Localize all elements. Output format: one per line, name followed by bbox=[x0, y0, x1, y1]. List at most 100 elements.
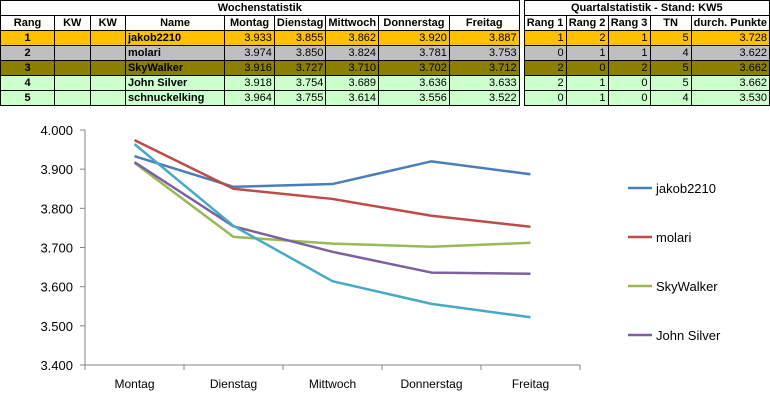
header-kw-2: KW bbox=[89, 15, 126, 31]
header-donnerstag: Donnerstag bbox=[378, 15, 450, 31]
y-tick-label: 4.000 bbox=[40, 123, 73, 138]
x-tick-label: Montag bbox=[114, 377, 154, 391]
cell-rang-1: 0 bbox=[523, 90, 567, 106]
cell-rang-3: 1 bbox=[607, 45, 651, 61]
cell-donnerstag: 3.702 bbox=[378, 60, 450, 76]
y-tick-label: 3.400 bbox=[40, 358, 73, 373]
table-row: 2 molari 3.974 3.850 3.824 3.781 3.753 0… bbox=[0, 45, 770, 61]
header-rang-1: Rang 1 bbox=[523, 15, 567, 31]
cell-donnerstag: 3.556 bbox=[378, 90, 450, 106]
header-rang-3: Rang 3 bbox=[607, 15, 651, 31]
cell-rang-3: 0 bbox=[607, 90, 651, 106]
legend-label: John Silver bbox=[656, 328, 721, 343]
y-tick-label: 3.500 bbox=[40, 319, 73, 334]
x-tick-label: Mittwoch bbox=[309, 377, 356, 391]
y-tick-label: 3.900 bbox=[40, 162, 73, 177]
cell-rang-1: 1 bbox=[523, 30, 567, 46]
legend-label: molari bbox=[656, 230, 692, 245]
cell-tn: 5 bbox=[649, 60, 692, 76]
cell-kw bbox=[54, 60, 91, 76]
cell-rang: 1 bbox=[0, 30, 56, 46]
cell-rang-1: 0 bbox=[523, 45, 567, 61]
cell-tn: 5 bbox=[649, 75, 692, 91]
cell-kw bbox=[89, 60, 126, 76]
cell-dienstag: 3.855 bbox=[273, 30, 327, 46]
cell-tn: 5 bbox=[649, 30, 692, 46]
cell-name: jakob2210 bbox=[124, 30, 226, 46]
cell-donnerstag: 3.636 bbox=[378, 75, 450, 91]
cell-mittwoch: 3.710 bbox=[325, 60, 380, 76]
cell-rang: 5 bbox=[0, 90, 56, 106]
cell-durch-punkte: 3.662 bbox=[690, 60, 770, 76]
cell-montag: 3.974 bbox=[224, 45, 275, 61]
cell-name: molari bbox=[124, 45, 226, 61]
table-row: 5 schnuckelking 3.964 3.755 3.614 3.556 … bbox=[0, 90, 770, 106]
series-line bbox=[133, 161, 531, 248]
cell-rang-3: 1 bbox=[607, 30, 651, 46]
cell-kw bbox=[89, 75, 126, 91]
header-rang: Rang bbox=[0, 15, 56, 31]
cell-kw bbox=[54, 75, 91, 91]
x-tick-label: Dienstag bbox=[210, 377, 257, 391]
cell-name: SkyWalker bbox=[124, 60, 226, 76]
cell-kw bbox=[54, 30, 91, 46]
cell-rang: 4 bbox=[0, 75, 56, 91]
cell-rang-1: 2 bbox=[523, 75, 567, 91]
y-tick-label: 3.600 bbox=[40, 280, 73, 295]
header-rang-2: Rang 2 bbox=[565, 15, 609, 31]
cell-durch-punkte: 3.728 bbox=[690, 30, 770, 46]
cell-rang-3: 2 bbox=[607, 60, 651, 76]
cell-freitag: 3.522 bbox=[448, 90, 520, 106]
cell-dienstag: 3.850 bbox=[273, 45, 327, 61]
series-line bbox=[133, 161, 531, 275]
header-durch-punkte: durch. Punkte bbox=[690, 15, 770, 31]
series-line bbox=[133, 139, 531, 228]
series-line bbox=[134, 155, 531, 189]
cell-rang-2: 0 bbox=[565, 60, 609, 76]
cell-kw bbox=[89, 45, 126, 61]
cell-kw bbox=[89, 30, 126, 46]
cell-montag: 3.933 bbox=[224, 30, 275, 46]
legend-label: SkyWalker bbox=[656, 279, 718, 294]
cell-rang-2: 1 bbox=[565, 45, 609, 61]
header-name: Name bbox=[124, 15, 226, 31]
cell-montag: 3.916 bbox=[224, 60, 275, 76]
x-tick-label: Freitag bbox=[512, 377, 549, 391]
cell-tn: 4 bbox=[649, 90, 692, 106]
cell-freitag: 3.712 bbox=[448, 60, 520, 76]
cell-durch-punkte: 3.622 bbox=[690, 45, 770, 61]
cell-rang-2: 2 bbox=[565, 30, 609, 46]
header-dienstag: Dienstag bbox=[273, 15, 327, 31]
statistics-table: Wochenstatistik Quartalstatistik - Stand… bbox=[0, 0, 770, 109]
line-chart: 3.400 3.500 3.600 3.700 3.800 3.900 4.000 Monta… bbox=[40, 123, 721, 391]
x-tick-label: Donnerstag bbox=[400, 377, 462, 391]
cell-mittwoch: 3.862 bbox=[325, 30, 380, 46]
cell-rang-3: 0 bbox=[607, 75, 651, 91]
cell-mittwoch: 3.689 bbox=[325, 75, 380, 91]
table-row: 1 jakob2210 3.933 3.855 3.862 3.920 3.88… bbox=[0, 30, 770, 46]
header-montag: Montag bbox=[224, 15, 275, 31]
y-tick-label: 3.700 bbox=[40, 241, 73, 256]
cell-name: schnuckelking bbox=[124, 90, 226, 106]
cell-durch-punkte: 3.530 bbox=[690, 90, 770, 106]
cell-kw bbox=[54, 45, 91, 61]
table-row: 3 SkyWalker 3.916 3.727 3.710 3.702 3.71… bbox=[0, 60, 770, 76]
cell-rang: 2 bbox=[0, 45, 56, 61]
y-tick-label: 3.800 bbox=[40, 201, 73, 216]
header-tn: TN bbox=[649, 15, 692, 31]
cell-tn: 4 bbox=[649, 45, 692, 61]
cell-rang-1: 2 bbox=[523, 60, 567, 76]
cell-rang-2: 1 bbox=[565, 75, 609, 91]
header-freitag: Freitag bbox=[448, 15, 520, 31]
header-mittwoch: Mittwoch bbox=[325, 15, 380, 31]
cell-freitag: 3.633 bbox=[448, 75, 520, 91]
quarterly-title: Quartalstatistik - Stand: KW5 bbox=[523, 0, 770, 16]
cell-dienstag: 3.754 bbox=[273, 75, 327, 91]
table-row: 4 John Silver 3.918 3.754 3.689 3.636 3.… bbox=[0, 75, 770, 91]
cell-kw bbox=[89, 90, 126, 106]
cell-rang-2: 1 bbox=[565, 90, 609, 106]
header-row: Rang KW KW Name Montag Dienstag Mittwoch… bbox=[0, 15, 770, 31]
cell-dienstag: 3.755 bbox=[273, 90, 327, 106]
cell-kw bbox=[54, 90, 91, 106]
cell-donnerstag: 3.920 bbox=[378, 30, 450, 46]
